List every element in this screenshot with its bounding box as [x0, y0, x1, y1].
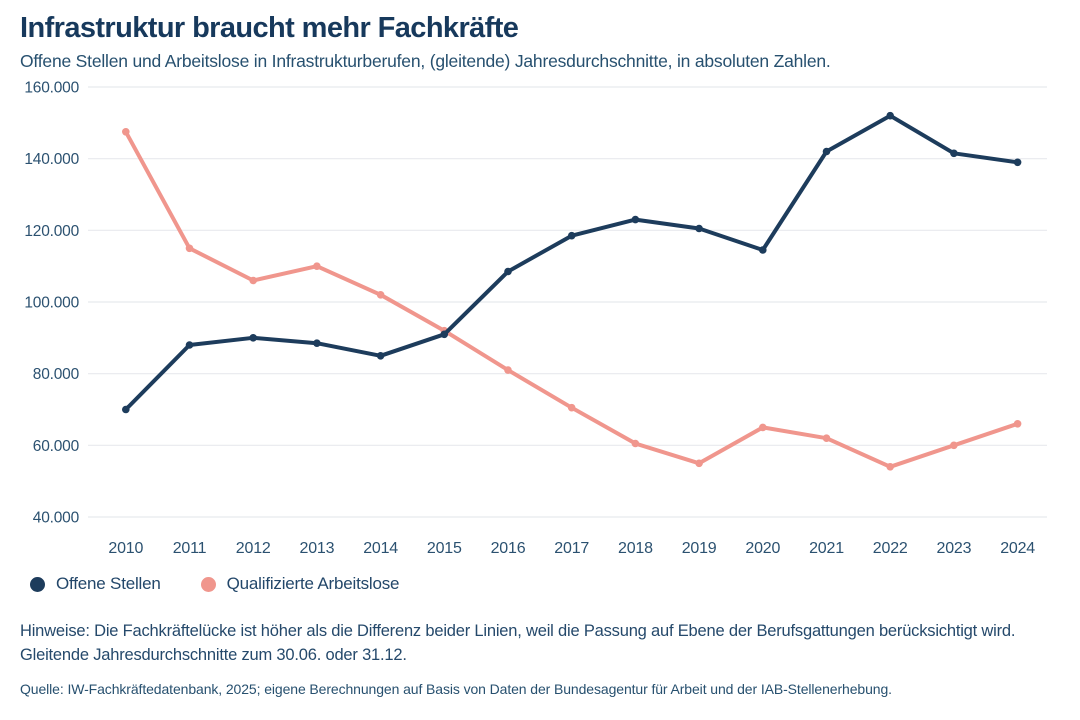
legend-item-qualifizierte-arbeitslose: Qualifizierte Arbeitslose [200, 574, 400, 594]
chart-area: 160.000 140.000 120.000 100.000 80.000 60.000… [0, 72, 1080, 562]
data-point-qualifizierte-arbeitslose-2024 [1013, 420, 1022, 428]
data-point-qualifizierte-arbeitslose-2021 [822, 434, 831, 443]
data-point-offene-stellen-2021 [822, 148, 831, 156]
legend-dot-qualifizierte-arbeitslose-icon [200, 576, 216, 592]
x-tick-label-2015: 2015 [427, 540, 462, 557]
y-tick-label: 80.000 [33, 367, 80, 384]
data-point-qualifizierte-arbeitslose-2020 [759, 423, 767, 432]
data-point-offene-stellen-2017 [567, 232, 576, 240]
data-point-offene-stellen-2012 [249, 334, 257, 342]
legend-label-qualifizierte-arbeitslose: Qualifizierte Arbeitslose [226, 574, 400, 594]
legend-item-offene-stellen: Offene Stellen [30, 574, 161, 594]
data-point-qualifizierte-arbeitslose-2011 [185, 244, 194, 253]
x-tick-label-2013: 2013 [300, 540, 335, 557]
data-point-offene-stellen-2010 [122, 406, 130, 414]
notes-text: Hinweise: Die Fachkräftelücke ist höher … [20, 622, 1016, 664]
data-point-qualifizierte-arbeitslose-2023 [950, 441, 958, 450]
data-point-qualifizierte-arbeitslose-2019 [695, 459, 703, 468]
legend-dot-offene-stellen-icon [30, 576, 45, 592]
x-tick-label-2019: 2019 [682, 540, 717, 557]
data-point-offene-stellen-2016 [504, 268, 512, 276]
x-tick-label-2014: 2014 [363, 540, 398, 557]
y-tick-label: 100.000 [24, 295, 79, 312]
y-tick-label: 140.000 [24, 152, 79, 169]
data-point-offene-stellen-2013 [313, 339, 321, 348]
x-tick-label-2016: 2016 [491, 540, 526, 557]
data-point-offene-stellen-2015 [440, 330, 449, 339]
data-point-qualifizierte-arbeitslose-2017 [567, 404, 576, 412]
x-tick-label-2010: 2010 [108, 540, 143, 557]
x-tick-label-2020: 2020 [745, 540, 780, 557]
data-point-offene-stellen-2024 [1013, 158, 1022, 167]
line-chart: 160.000 140.000 120.000 100.000 80.000 60.000… [24, 80, 1047, 557]
legend-label-offene-stellen: Offene Stellen [56, 574, 161, 594]
data-point-qualifizierte-arbeitslose-2018 [631, 440, 640, 448]
y-tick-label: 160.000 [24, 80, 79, 97]
y-tick-label: 120.000 [24, 223, 79, 240]
x-tick-label-2022: 2022 [873, 540, 908, 557]
legend: Offene Stellen Qualifizierte Arbeitslose [20, 574, 1060, 594]
data-point-offene-stellen-2023 [950, 149, 958, 158]
data-point-offene-stellen-2011 [185, 341, 194, 350]
y-tick-label: 60.000 [33, 438, 80, 455]
x-tick-label-2018: 2018 [618, 540, 653, 557]
data-point-qualifizierte-arbeitslose-2010 [122, 128, 130, 136]
x-tick-label-2024: 2024 [1000, 540, 1035, 557]
series-line-offene-stellen [123, 114, 1020, 412]
x-tick-label-2023: 2023 [937, 540, 972, 557]
series-line-qualifizierte-arbeitslose [123, 130, 1020, 470]
data-point-offene-stellen-2022 [886, 112, 894, 120]
chart-subtitle: Offene Stellen und Arbeitslose in Infras… [20, 51, 831, 72]
data-point-offene-stellen-2018 [631, 216, 640, 224]
data-point-offene-stellen-2019 [695, 225, 703, 233]
y-tick-label: 40.000 [33, 510, 80, 527]
x-tick-label-2017: 2017 [554, 540, 589, 557]
data-point-qualifizierte-arbeitslose-2022 [886, 463, 894, 471]
data-point-qualifizierte-arbeitslose-2016 [504, 366, 512, 375]
data-point-qualifizierte-arbeitslose-2013 [313, 262, 321, 271]
chart-title: Infrastruktur braucht mehr Fachkräfte [20, 12, 519, 44]
data-point-offene-stellen-2020 [759, 246, 767, 255]
data-point-qualifizierte-arbeitslose-2014 [376, 291, 385, 299]
x-tick-label-2011: 2011 [173, 540, 207, 557]
source-text: Quelle: IW-Fachkräftedatenbank, 2025; ei… [20, 681, 892, 698]
data-point-qualifizierte-arbeitslose-2012 [249, 277, 257, 285]
x-tick-label-2021: 2021 [809, 540, 844, 557]
data-point-offene-stellen-2014 [376, 352, 385, 360]
x-tick-label-2012: 2012 [236, 540, 271, 557]
